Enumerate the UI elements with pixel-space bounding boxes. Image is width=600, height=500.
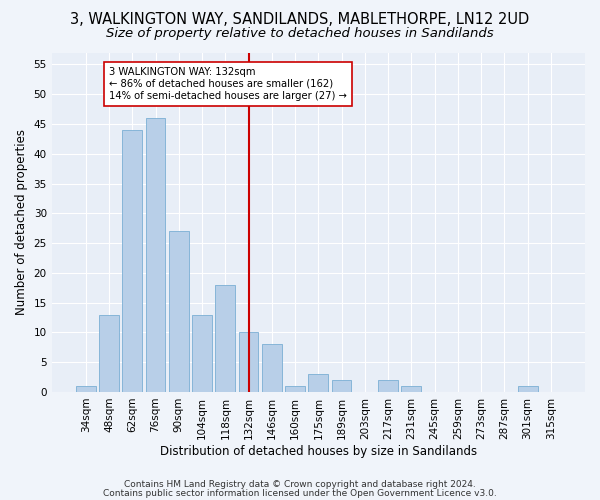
Bar [215, 285, 235, 392]
Bar [169, 231, 188, 392]
X-axis label: Distribution of detached houses by size in Sandilands: Distribution of detached houses by size … [160, 444, 477, 458]
Bar [378, 380, 398, 392]
Y-axis label: Number of detached properties: Number of detached properties [15, 129, 28, 315]
Text: 3, WALKINGTON WAY, SANDILANDS, MABLETHORPE, LN12 2UD: 3, WALKINGTON WAY, SANDILANDS, MABLETHOR… [70, 12, 530, 28]
Bar [99, 314, 119, 392]
Bar [518, 386, 538, 392]
Bar [192, 314, 212, 392]
Bar [122, 130, 142, 392]
Text: Size of property relative to detached houses in Sandilands: Size of property relative to detached ho… [106, 28, 494, 40]
Text: Contains HM Land Registry data © Crown copyright and database right 2024.: Contains HM Land Registry data © Crown c… [124, 480, 476, 489]
Bar [239, 332, 259, 392]
Bar [401, 386, 421, 392]
Bar [332, 380, 352, 392]
Bar [262, 344, 282, 392]
Text: 3 WALKINGTON WAY: 132sqm
← 86% of detached houses are smaller (162)
14% of semi-: 3 WALKINGTON WAY: 132sqm ← 86% of detach… [109, 68, 347, 100]
Bar [308, 374, 328, 392]
Bar [285, 386, 305, 392]
Text: Contains public sector information licensed under the Open Government Licence v3: Contains public sector information licen… [103, 488, 497, 498]
Bar [146, 118, 166, 392]
Bar [76, 386, 95, 392]
